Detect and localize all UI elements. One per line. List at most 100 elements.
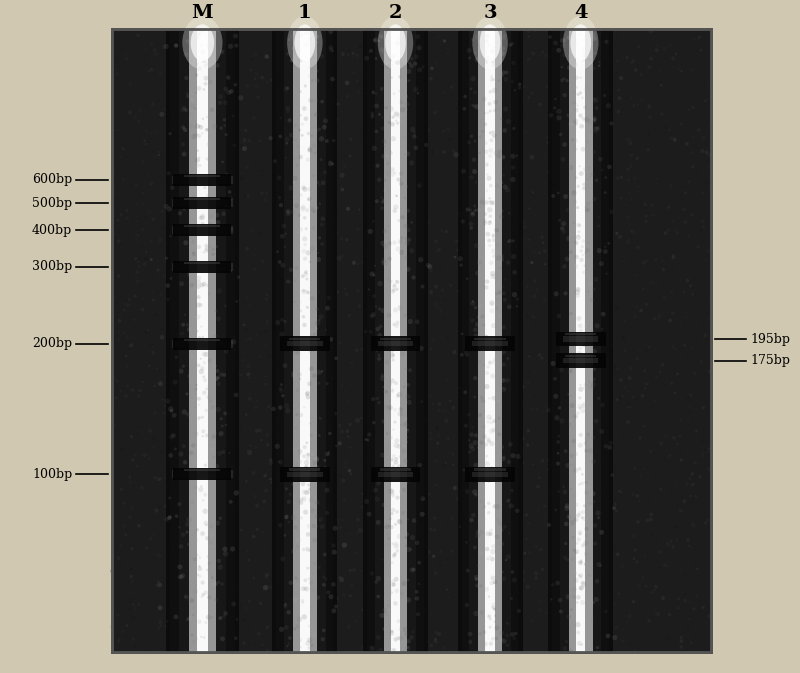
Point xyxy=(494,524,507,535)
Point xyxy=(565,363,578,374)
Point xyxy=(196,363,209,374)
Point xyxy=(514,263,526,274)
Point xyxy=(306,585,319,596)
Point xyxy=(562,275,575,286)
Point xyxy=(504,474,517,485)
Point xyxy=(569,197,582,207)
Point xyxy=(418,411,430,421)
Point xyxy=(310,85,322,96)
Point xyxy=(193,121,206,132)
Point xyxy=(568,116,581,127)
Point xyxy=(376,509,389,520)
Point xyxy=(573,638,586,649)
Point xyxy=(282,193,294,204)
Point xyxy=(566,345,578,355)
Point xyxy=(143,281,156,291)
Point xyxy=(682,176,695,186)
Point xyxy=(301,544,314,555)
Point xyxy=(278,369,291,380)
Point xyxy=(310,544,323,555)
Point xyxy=(383,295,396,306)
Point xyxy=(298,246,310,256)
Point xyxy=(417,494,430,505)
Point xyxy=(162,280,174,291)
Point xyxy=(189,377,202,388)
Point xyxy=(453,382,466,393)
Point xyxy=(599,246,612,257)
Point xyxy=(382,215,395,226)
Point xyxy=(186,88,198,99)
Point xyxy=(609,501,622,511)
Point xyxy=(210,241,223,252)
Point xyxy=(591,642,604,653)
Point xyxy=(324,26,337,37)
Point xyxy=(230,509,243,520)
Point xyxy=(590,640,603,651)
Point xyxy=(505,501,518,511)
Point xyxy=(374,542,387,553)
Point xyxy=(475,131,488,141)
Point xyxy=(417,431,430,441)
Point xyxy=(492,117,505,128)
Point xyxy=(305,346,318,357)
Point xyxy=(695,451,708,462)
Point xyxy=(306,412,318,423)
Point xyxy=(390,190,403,201)
Point xyxy=(522,290,535,301)
Point xyxy=(329,523,342,534)
Point xyxy=(666,62,679,73)
Bar xyxy=(272,30,338,651)
Point xyxy=(477,275,490,285)
Point xyxy=(178,103,190,114)
Point xyxy=(369,388,382,398)
Point xyxy=(473,132,486,143)
Point xyxy=(581,450,594,460)
Point xyxy=(432,482,445,493)
Point xyxy=(502,208,515,219)
Point xyxy=(534,493,547,503)
Point xyxy=(404,172,417,183)
Point xyxy=(179,125,192,136)
Point xyxy=(359,326,372,337)
Point xyxy=(566,333,579,344)
Point xyxy=(582,351,595,362)
Point xyxy=(669,388,682,398)
Point xyxy=(477,360,490,371)
Point xyxy=(549,374,562,384)
Point xyxy=(386,355,399,365)
Point xyxy=(586,159,599,170)
Point xyxy=(662,225,675,236)
Bar xyxy=(172,470,233,479)
Bar xyxy=(560,30,602,651)
Point xyxy=(480,496,493,507)
Point xyxy=(558,330,570,341)
Point xyxy=(490,225,502,236)
Point xyxy=(273,283,286,293)
Point xyxy=(465,140,478,151)
Point xyxy=(366,110,379,121)
Point xyxy=(476,406,489,417)
Point xyxy=(565,604,578,615)
Point xyxy=(424,26,437,36)
Point xyxy=(410,437,422,448)
Point xyxy=(298,81,311,92)
Point xyxy=(519,233,532,244)
Point xyxy=(490,509,503,520)
Point xyxy=(684,281,697,291)
Point xyxy=(378,225,390,236)
Point xyxy=(133,261,146,272)
Point xyxy=(375,85,388,96)
Point xyxy=(492,602,505,613)
Point xyxy=(628,50,641,61)
Point xyxy=(496,76,509,87)
Point xyxy=(416,635,429,645)
Point xyxy=(226,29,239,40)
Point xyxy=(178,57,191,67)
Point xyxy=(478,413,491,423)
Point xyxy=(174,59,187,69)
Point xyxy=(404,361,417,371)
Point xyxy=(690,457,703,468)
Point xyxy=(397,639,410,650)
Point xyxy=(195,481,208,492)
Point xyxy=(394,110,406,121)
